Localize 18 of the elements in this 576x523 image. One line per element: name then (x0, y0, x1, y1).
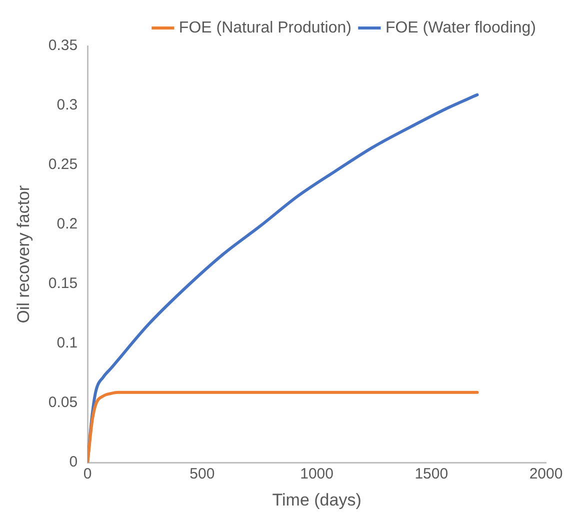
y-axis-title: Oil recovery factor (14, 185, 33, 324)
x-tick-label: 1000 (300, 466, 334, 483)
x-tick-label: 2000 (529, 466, 563, 483)
y-tick-label: 0.25 (48, 156, 78, 174)
y-tick-label: 0 (69, 454, 78, 471)
y-tick-label: 0.05 (48, 394, 78, 412)
x-axis-title: Time (days) (272, 490, 362, 510)
x-tick-label: 500 (190, 466, 215, 483)
y-tick-label: 0.3 (56, 96, 78, 114)
x-tick-label: 1500 (414, 466, 448, 483)
y-tick-label: 0.15 (48, 275, 78, 292)
legend-label: FOE (Natural Prodution) (178, 19, 352, 36)
line-series (88, 390, 479, 463)
x-tick-label: 0 (83, 466, 92, 483)
y-tick-label: 0.35 (48, 37, 78, 54)
y-tick-label: 0.1 (56, 334, 78, 352)
y-tick-label: 0.2 (56, 216, 78, 233)
legend-label: FOE (Water flooding) (385, 19, 536, 36)
